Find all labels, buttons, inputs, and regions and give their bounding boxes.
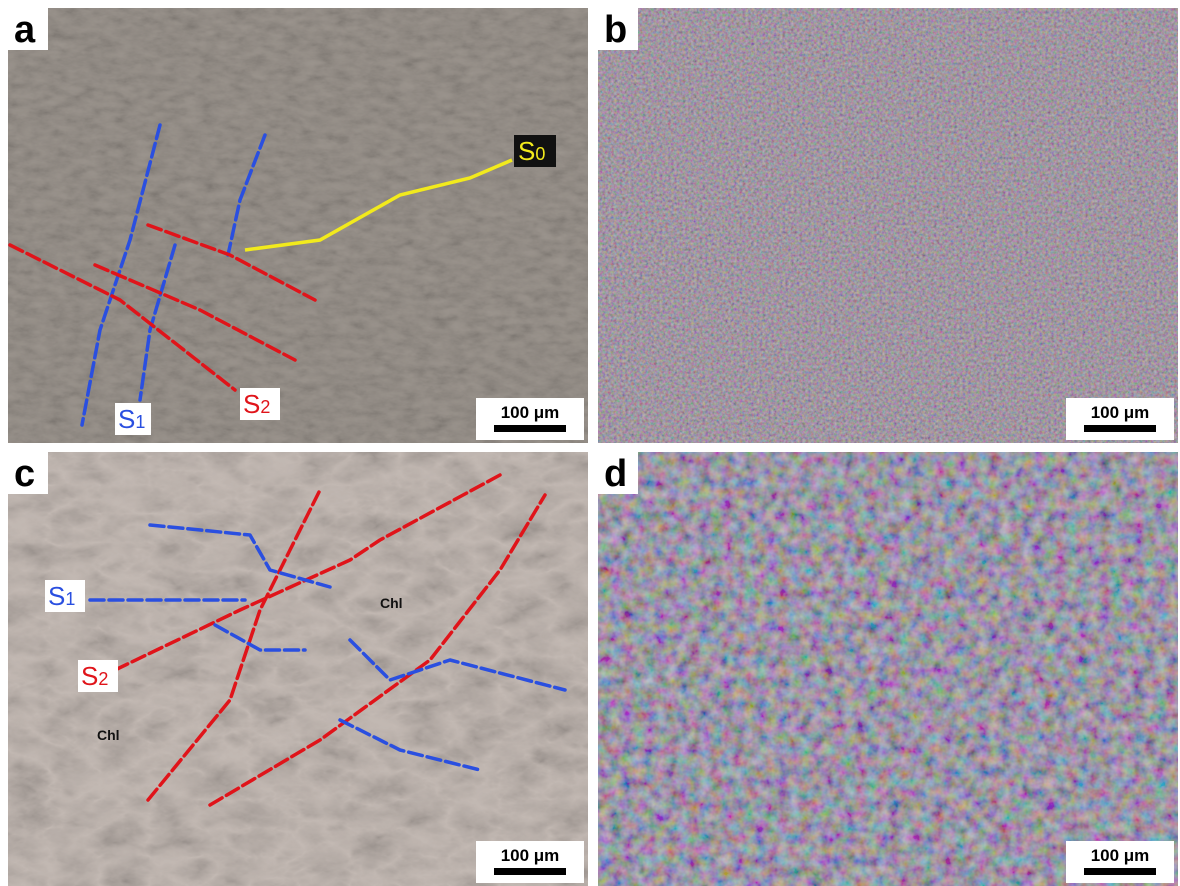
scale-bar (494, 425, 566, 432)
scale-bar (1084, 425, 1156, 432)
panel-c: c S1 S2 Chl Chl 100 μm (8, 452, 588, 886)
texture (598, 452, 1178, 886)
texture (8, 8, 588, 443)
mineral-label: Chl (380, 595, 403, 611)
panel-label: a (14, 9, 36, 51)
scale-label: 100 μm (501, 846, 560, 865)
texture (598, 8, 1178, 443)
panel-label: c (14, 453, 35, 495)
scale-bar (494, 868, 566, 875)
panel-label: b (604, 9, 627, 51)
panel-a: a S0 S1 S2 100 μm (8, 8, 588, 443)
figure: a S0 S1 S2 100 μm b 100 μm (0, 0, 1180, 886)
panel-label: d (604, 453, 627, 495)
scale-label: 100 μm (1091, 403, 1150, 422)
scale-label: 100 μm (1091, 846, 1150, 865)
scale-label: 100 μm (501, 403, 560, 422)
mineral-label: Chl (97, 727, 120, 743)
scale-bar (1084, 868, 1156, 875)
panel-d: d 100 μm (598, 452, 1178, 886)
panel-b: b 100 μm (598, 8, 1178, 443)
